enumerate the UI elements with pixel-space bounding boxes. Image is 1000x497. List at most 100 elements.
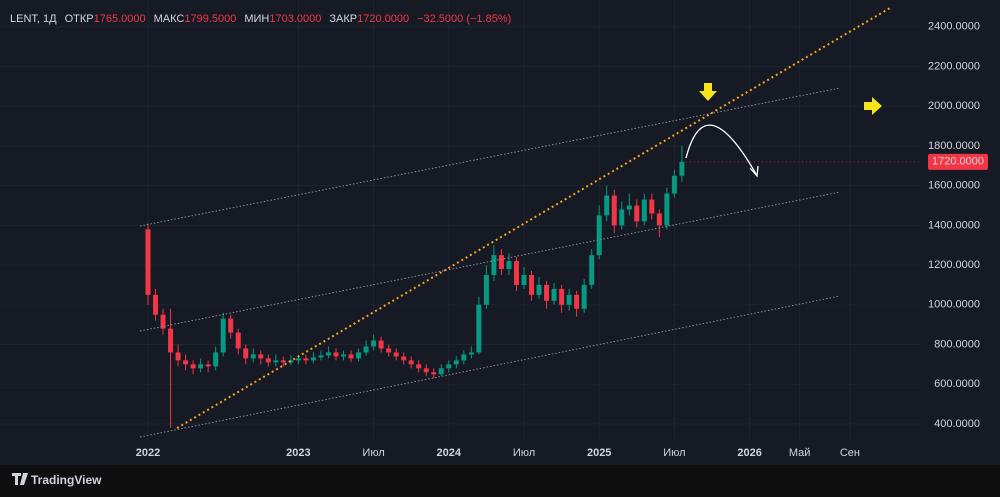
y-tick-label: 1000.0000 xyxy=(928,299,980,311)
down-arrow xyxy=(699,83,717,101)
y-tick-label: 2400.0000 xyxy=(928,21,980,33)
x-tick-label: 2022 xyxy=(136,447,160,459)
x-tick-label: 2025 xyxy=(587,447,611,459)
candle-body xyxy=(168,328,174,353)
candle-body xyxy=(160,314,166,329)
ohlc-label: МАКС xyxy=(154,13,185,25)
candle-body xyxy=(634,205,640,222)
right-arrow xyxy=(864,97,882,115)
candle-body xyxy=(559,288,565,305)
ohlc-value: 1765.0000 xyxy=(94,13,146,25)
candle-body xyxy=(408,360,414,365)
candle-body xyxy=(446,364,452,369)
candle-body xyxy=(228,318,234,333)
candle-body xyxy=(145,229,151,295)
candle-body xyxy=(378,340,384,349)
candle-body xyxy=(468,352,474,355)
candle-body xyxy=(566,294,572,305)
symbol: LENT, 1Д xyxy=(10,13,57,25)
candle-body xyxy=(461,354,467,361)
candle-body xyxy=(371,340,377,347)
candle-body xyxy=(626,205,632,210)
y-tick-label: 2200.0000 xyxy=(928,60,980,72)
last-price-label: 1720.0000 xyxy=(932,156,984,168)
y-tick-label: 1800.0000 xyxy=(928,140,980,152)
candle-body xyxy=(303,358,309,361)
x-tick-label: 2026 xyxy=(737,447,761,459)
header: LENT, 1Д ОТКР1765.0000 МАКС1799.5000 МИН170… xyxy=(10,13,511,25)
candle-body xyxy=(213,352,219,367)
candle-body xyxy=(341,354,347,357)
candle-body xyxy=(401,356,407,361)
candle-body xyxy=(664,193,670,226)
candle-body xyxy=(536,284,542,295)
candle-body xyxy=(423,368,429,373)
y-tick-label: 1400.0000 xyxy=(928,219,980,231)
forecast-arc xyxy=(685,124,757,175)
y-tick-label: 800.0000 xyxy=(934,338,980,350)
candle-body xyxy=(325,352,331,356)
candle-body xyxy=(416,364,422,369)
candle-body xyxy=(649,199,655,214)
ohlc-label: ОТКР xyxy=(65,13,94,25)
x-tick-label: Июл xyxy=(513,447,535,459)
candle-body xyxy=(619,209,625,226)
candle-body xyxy=(438,368,444,375)
candle-body xyxy=(190,364,196,369)
candle-body xyxy=(183,360,189,365)
candle-body xyxy=(310,357,316,361)
candle-body xyxy=(280,360,286,363)
candle-body xyxy=(544,284,550,301)
y-tick-label: 600.0000 xyxy=(934,378,980,390)
candle-body xyxy=(529,275,535,295)
footer-bar xyxy=(0,465,1000,497)
y-tick-label: 1600.0000 xyxy=(928,180,980,192)
candle-body xyxy=(476,304,482,353)
branding: TradingView xyxy=(12,473,102,487)
candle-body xyxy=(235,332,241,349)
y-tick-label: 1200.0000 xyxy=(928,259,980,271)
candle-body xyxy=(356,352,362,359)
x-tick-label: 2023 xyxy=(286,447,310,459)
candle-body xyxy=(243,348,249,359)
candle-body xyxy=(574,294,580,309)
x-tick-label: Июл xyxy=(663,447,685,459)
candle-body xyxy=(273,360,279,363)
candle-body xyxy=(258,354,264,359)
candle-body xyxy=(318,355,324,358)
x-tick-label: Июл xyxy=(362,447,384,459)
last-price-badge xyxy=(928,153,988,170)
candle-body xyxy=(551,288,557,301)
candle-body xyxy=(656,213,662,226)
candle-body xyxy=(521,275,527,285)
grid xyxy=(0,0,920,440)
change: −32.5000 (−1.85%) xyxy=(417,13,511,25)
y-tick-label: 2000.0000 xyxy=(928,100,980,112)
y-tick-label: 400.0000 xyxy=(934,418,980,430)
candle-body xyxy=(265,358,271,363)
drawings xyxy=(139,7,891,438)
candle-body xyxy=(153,294,159,315)
logo-icon xyxy=(12,473,28,485)
candle-body xyxy=(453,360,459,365)
plot xyxy=(145,146,685,428)
candle-body xyxy=(198,364,204,369)
candle-body xyxy=(250,354,256,359)
axes: 400.0000 600.0000 800.0000 1000.0000 1200.00… xyxy=(136,21,988,459)
candle-body xyxy=(348,354,354,359)
candle-body xyxy=(498,255,504,270)
x-tick-label: 2024 xyxy=(437,447,462,459)
candle-body xyxy=(671,175,677,194)
candle-body xyxy=(513,261,519,285)
x-tick-label: Май xyxy=(789,447,811,459)
ohlc-label: ЗАКР xyxy=(329,13,357,25)
candle-body xyxy=(604,195,610,216)
channel-bottom xyxy=(139,295,841,438)
candle-body xyxy=(611,195,617,226)
candle-body xyxy=(483,275,489,305)
candle-body xyxy=(641,199,647,222)
candle-body xyxy=(393,352,399,357)
candle-body xyxy=(333,352,339,357)
